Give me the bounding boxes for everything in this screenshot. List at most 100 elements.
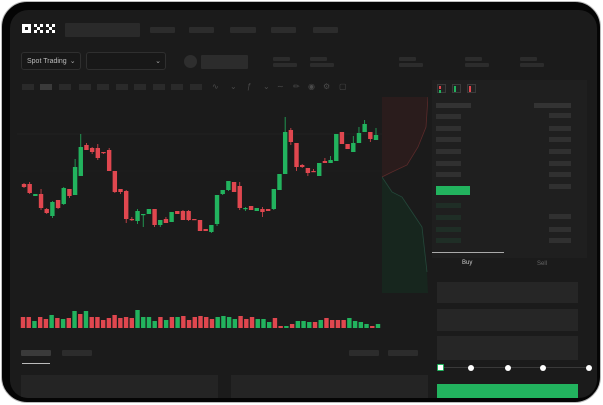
nav-item[interactable] (271, 27, 296, 33)
volume-bar (163, 320, 169, 328)
candle-body (328, 160, 333, 163)
ask-amount (549, 126, 571, 131)
buy-submit-button[interactable] (437, 384, 578, 398)
volume-bar (129, 318, 134, 328)
candle-body (356, 133, 362, 143)
volume-bar (358, 322, 364, 328)
depth-asks-area (382, 97, 428, 177)
timeframe-button[interactable] (22, 84, 34, 90)
nav-item[interactable] (313, 27, 338, 33)
settings-icon[interactable]: ⚙ (323, 82, 331, 91)
candle-body (192, 219, 197, 221)
volume-bar (221, 316, 226, 328)
orderbook-both-icon[interactable] (437, 84, 446, 93)
volume-bar (55, 318, 60, 328)
stat-value (520, 63, 544, 67)
chevron-down-icon[interactable]: ⌄ (230, 82, 237, 91)
ruler-icon[interactable]: ✏ (293, 82, 300, 91)
filter-button[interactable] (388, 350, 418, 356)
stat-label (520, 57, 537, 61)
candle-body (175, 211, 180, 214)
pair-select-dropdown[interactable]: ⌄ (86, 52, 166, 70)
ask-amount (549, 184, 571, 189)
orderbook-asks-icon[interactable] (467, 84, 476, 93)
timeframe-button[interactable] (171, 84, 183, 90)
candle-body (339, 132, 345, 144)
volume-bar (301, 321, 306, 328)
slider-step-25[interactable] (468, 365, 474, 371)
timeframe-button-active[interactable] (40, 84, 52, 90)
indicator-icon[interactable]: ƒ (247, 82, 252, 91)
candle-type-icon[interactable]: ∿ (212, 82, 219, 91)
fullscreen-icon[interactable]: ▢ (339, 82, 347, 91)
candle-body (243, 208, 248, 210)
candle-body (78, 147, 83, 176)
orderbook-bids-icon[interactable] (452, 84, 461, 93)
active-tab-underline (432, 252, 504, 253)
chevron-down-icon[interactable]: ⌄ (263, 82, 270, 91)
volume-bar (352, 321, 358, 328)
active-tab-underline (22, 363, 50, 364)
candle-body (351, 143, 356, 152)
candle-body (271, 189, 277, 209)
volume-bar (181, 316, 186, 328)
chevron-down-icon: ⌄ (155, 58, 161, 65)
slider-step-50[interactable] (505, 365, 511, 371)
line-tool-icon[interactable]: ∼ (277, 82, 284, 91)
volume-bar (135, 310, 140, 328)
candle-body (368, 132, 373, 139)
timeframe-button[interactable] (134, 84, 146, 90)
market-type-dropdown[interactable]: Spot Trading ⌄ (21, 52, 81, 70)
timeframe-button[interactable] (97, 84, 109, 90)
timeframe-button[interactable] (153, 84, 165, 90)
tab-open-orders[interactable] (21, 350, 51, 356)
price-input[interactable] (437, 282, 578, 303)
nav-item[interactable] (189, 27, 214, 33)
candle-body (362, 124, 367, 132)
volume-bar (186, 320, 192, 328)
candle-body (67, 189, 72, 196)
volume-bar (209, 319, 215, 328)
nav-item[interactable] (150, 27, 175, 33)
candle-body (260, 209, 265, 212)
stat-label (273, 57, 290, 61)
candle-body (89, 148, 95, 152)
camera-icon[interactable]: ◉ (308, 82, 315, 91)
candle-body (50, 202, 55, 216)
nav-item[interactable] (230, 27, 256, 33)
volume-bar (272, 318, 278, 328)
total-input[interactable] (437, 336, 578, 360)
slider-step-100[interactable] (586, 365, 592, 371)
candlestick-chart[interactable] (17, 97, 382, 337)
timeframe-button[interactable] (116, 84, 128, 90)
bid-amount (549, 214, 571, 219)
bid-amount (549, 227, 571, 232)
volume-bar (289, 324, 295, 328)
candle-body (209, 225, 214, 232)
filter-button[interactable] (349, 350, 379, 356)
okx-logo[interactable] (22, 23, 60, 34)
ask-amount (549, 149, 571, 154)
timeframe-button[interactable] (190, 84, 202, 90)
volume-bar (226, 317, 232, 328)
candle-body (277, 174, 282, 190)
candle-body (129, 219, 135, 221)
slider-handle[interactable] (437, 364, 444, 371)
volume-bar (370, 326, 375, 328)
volume-bar (32, 321, 37, 328)
timeframe-button[interactable] (59, 84, 71, 90)
bid-amount (549, 238, 571, 243)
tab-order-history[interactable] (62, 350, 92, 356)
amount-input[interactable] (437, 309, 578, 331)
volume-bar (83, 311, 89, 328)
volume-bar (215, 317, 220, 328)
candle-body (152, 209, 157, 225)
slider-track[interactable] (440, 367, 590, 368)
tab-sell[interactable]: Sell (537, 261, 548, 267)
stat-value (273, 63, 297, 67)
timeframe-button[interactable] (79, 84, 91, 90)
slider-step-75[interactable] (540, 365, 546, 371)
tab-buy[interactable]: Buy (462, 260, 473, 266)
search-bar-placeholder[interactable] (65, 23, 140, 37)
volume-bar (324, 318, 329, 328)
